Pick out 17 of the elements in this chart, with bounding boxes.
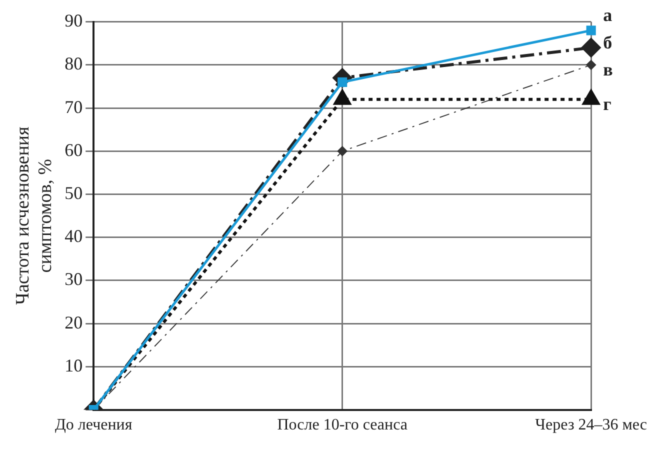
y-tick-label: 10 — [64, 355, 83, 376]
y-tick-label: 30 — [64, 269, 83, 290]
series-label: а — [603, 5, 612, 26]
series-label: г — [603, 94, 612, 114]
x-tick-label: Через 24–36 мес — [535, 416, 647, 434]
y-tick-label: 50 — [64, 182, 83, 203]
series-label: б — [603, 32, 612, 52]
x-tick-label: После 10-го сеанса — [277, 416, 408, 434]
y-tick-label: 70 — [64, 96, 83, 117]
y-tick-label: 90 — [64, 10, 83, 31]
y-tick-label: 80 — [64, 54, 83, 74]
y-axis-title: Частота исчезновения симптомов, % — [12, 126, 56, 305]
y-tick-label: 20 — [64, 312, 83, 332]
series-label: в — [603, 60, 614, 80]
y-tick-label: 60 — [64, 140, 83, 160]
x-tick-label: До лечения — [54, 416, 133, 434]
y-tick-label: 40 — [64, 226, 83, 246]
